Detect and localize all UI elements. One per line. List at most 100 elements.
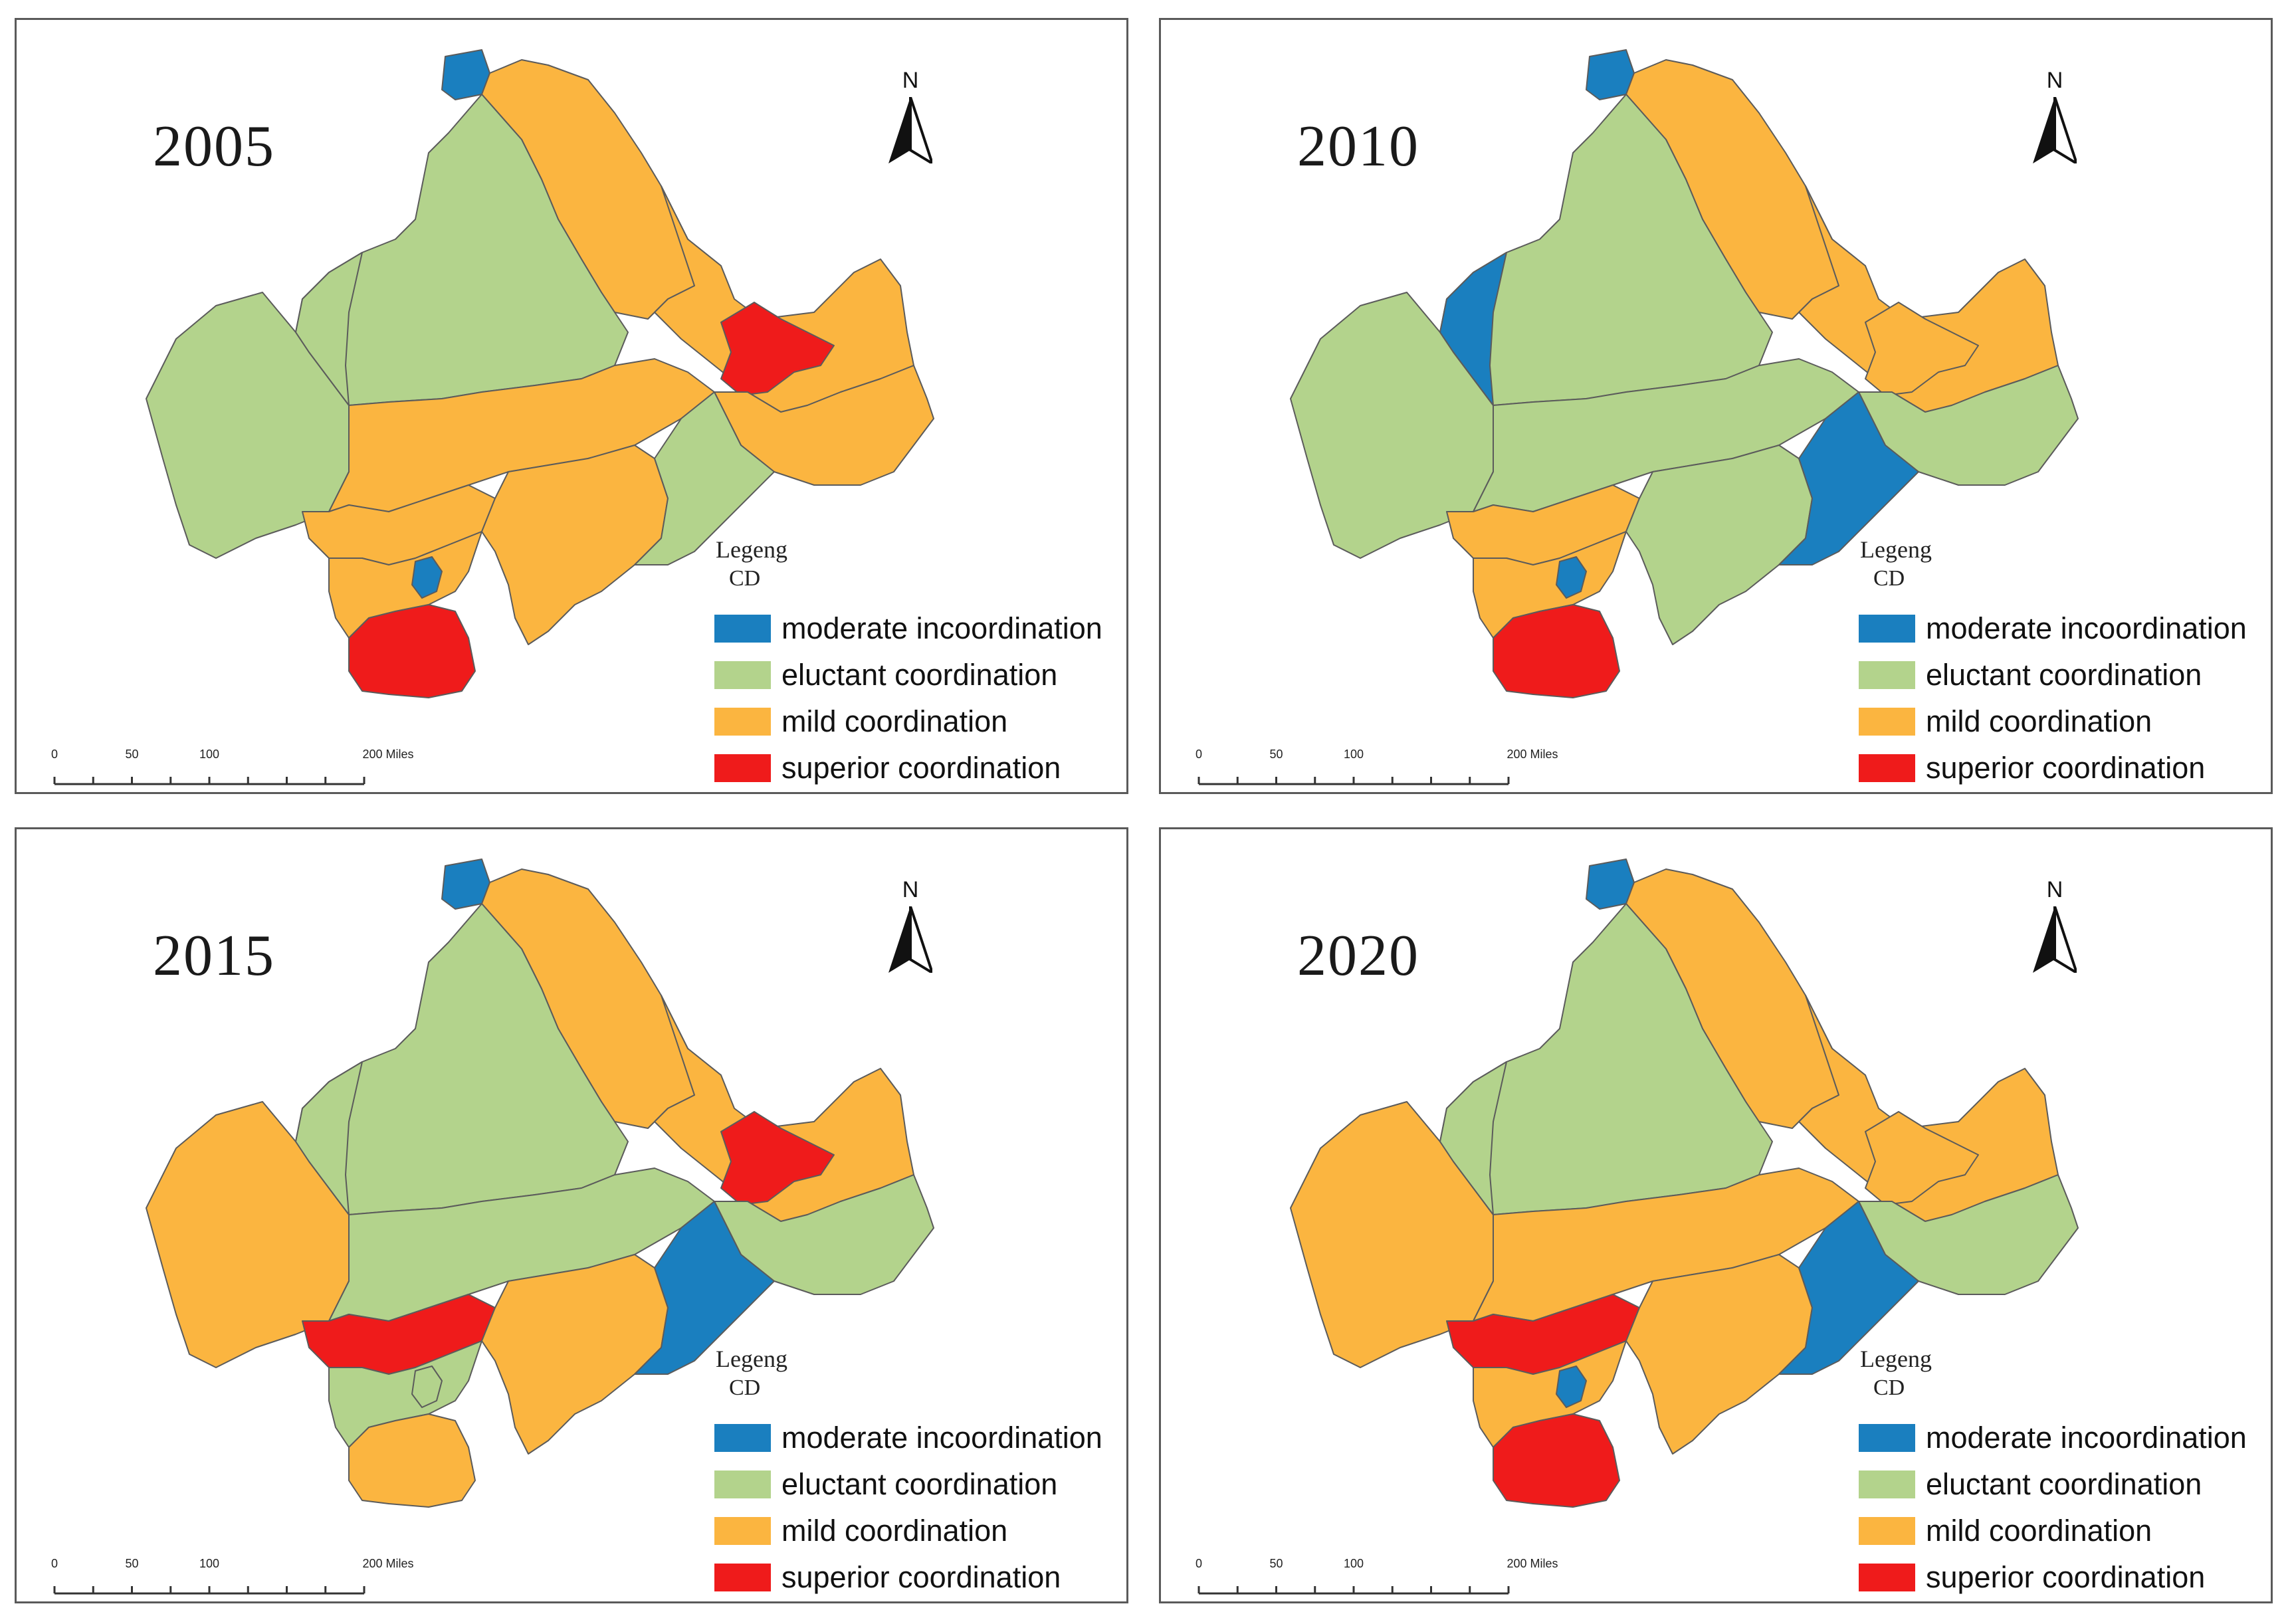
- legend-item-superior-coordination: superior coordination: [714, 745, 1126, 791]
- scale-bar-line: [53, 777, 365, 785]
- scale-label: 200 Miles: [362, 748, 414, 761]
- legend-item-mild-coordination: mild coordination: [714, 698, 1126, 745]
- north-label: N: [2046, 68, 2063, 93]
- legend-label: eluctant coordination: [1926, 658, 2202, 692]
- region-south-neck: [328, 531, 482, 639]
- legend: Legeng CD moderate incoordination eluctan…: [714, 1344, 1126, 1601]
- region-south-tip: [348, 1413, 476, 1508]
- legend-item-eluctant-coordination: eluctant coordination: [714, 1461, 1126, 1508]
- north-arrow: N: [2018, 877, 2091, 990]
- region-south-tip: [1493, 604, 1620, 698]
- scale-bar-line: [53, 1586, 365, 1595]
- region-south-lake: [1556, 1366, 1587, 1408]
- region-south-lake: [1556, 556, 1587, 599]
- region-south-center: [1625, 1254, 1813, 1455]
- panel-year: 2020: [1297, 924, 1419, 988]
- legend: Legeng CD moderate incoordination eluctan…: [714, 535, 1126, 791]
- scale-bar: 0 50 100 200 Miles: [1181, 748, 1558, 792]
- legend-item-moderate-incoordination: moderate incoordination: [714, 605, 1126, 652]
- legend-item-eluctant-coordination: eluctant coordination: [714, 652, 1126, 698]
- legend-swatch: [714, 1517, 771, 1545]
- map-panel-2015: 2015 N Legeng CD moderate incoordination…: [15, 827, 1128, 1603]
- legend-swatch: [714, 1564, 771, 1591]
- scale-label: 100: [199, 1557, 220, 1570]
- scale-label: 100: [1343, 1557, 1364, 1570]
- region-map: [1290, 859, 2079, 1508]
- legend-item-superior-coordination: superior coordination: [1859, 1554, 2271, 1601]
- scale-label: 100: [199, 748, 220, 761]
- north-label: N: [902, 68, 919, 93]
- legend-item-mild-coordination: mild coordination: [714, 1508, 1126, 1554]
- region-south-tip: [348, 604, 476, 698]
- region-northeast-city: [720, 302, 835, 396]
- region-south-east: [634, 1201, 775, 1375]
- region-northwest-strip: [295, 252, 363, 406]
- legend-swatch: [714, 1471, 771, 1498]
- legend-item-mild-coordination: mild coordination: [1859, 1508, 2271, 1554]
- scale-label: 0: [51, 748, 58, 761]
- region-south-neck: [1473, 531, 1627, 639]
- north-arrow-icon: [888, 97, 932, 163]
- region-south-neck: [328, 1340, 482, 1448]
- legend-item-moderate-incoordination: moderate incoordination: [1859, 605, 2271, 652]
- region-south-neck: [1473, 1340, 1627, 1448]
- region-northeast-city: [1865, 1111, 1979, 1205]
- legend: Legeng CD moderate incoordination eluctan…: [1859, 1344, 2271, 1601]
- scale-bar: 0 50 100 200 Miles: [37, 748, 414, 792]
- scale-label: 0: [1195, 1557, 1203, 1570]
- legend-label: moderate incoordination: [1926, 1421, 2247, 1455]
- legend-subtitle: CD: [729, 566, 761, 591]
- region-east: [714, 1174, 934, 1295]
- map-panel-2005: 2005 N Legeng CD moderate incoordination…: [15, 18, 1128, 794]
- region-south-lake: [411, 556, 443, 599]
- legend-item-moderate-incoordination: moderate incoordination: [1859, 1415, 2271, 1461]
- north-arrow: N: [2018, 68, 2091, 181]
- scale-label: 0: [1195, 748, 1203, 761]
- legend-title: Legeng: [716, 536, 787, 563]
- legend-label: mild coordination: [1926, 704, 2152, 738]
- legend-label: superior coordination: [1926, 1560, 2206, 1594]
- map-panel-2020: 2020 N Legeng CD moderate incoordination…: [1159, 827, 2273, 1603]
- region-northeast-city: [720, 1111, 835, 1205]
- legend-swatch: [714, 661, 771, 689]
- scale-bar-line: [1197, 777, 1510, 785]
- region-south-tip: [1493, 1413, 1620, 1508]
- region-south-east: [634, 391, 775, 565]
- legend-swatch: [1859, 708, 1915, 736]
- panel-year: 2010: [1297, 114, 1419, 179]
- legend-swatch: [714, 615, 771, 643]
- scale-label: 200 Miles: [1507, 748, 1558, 761]
- north-arrow-icon: [2033, 97, 2077, 163]
- legend-label: mild coordination: [1926, 1514, 2152, 1548]
- north-label: N: [2046, 877, 2063, 902]
- legend-label: moderate incoordination: [1926, 611, 2247, 645]
- legend-label: superior coordination: [781, 751, 1061, 785]
- region-northwest-strip: [1439, 1061, 1507, 1215]
- panel-year: 2015: [153, 924, 275, 988]
- legend: Legeng CD moderate incoordination eluctan…: [1859, 535, 2271, 791]
- scale-label: 50: [1269, 1557, 1283, 1570]
- region-south-east: [1778, 1201, 1919, 1375]
- region-northwest-strip: [1439, 252, 1507, 406]
- north-arrow-icon: [888, 906, 932, 973]
- legend-label: eluctant coordination: [781, 658, 1058, 692]
- legend-item-eluctant-coordination: eluctant coordination: [1859, 1461, 2271, 1508]
- legend-swatch: [1859, 754, 1915, 782]
- region-map: [146, 859, 934, 1508]
- legend-item-mild-coordination: mild coordination: [1859, 698, 2271, 745]
- region-east: [1858, 365, 2079, 486]
- legend-label: moderate incoordination: [781, 611, 1102, 645]
- region-south-center: [1625, 445, 1813, 645]
- legend-swatch: [1859, 1564, 1915, 1591]
- legend-label: superior coordination: [1926, 751, 2206, 785]
- region-east: [714, 365, 934, 486]
- legend-swatch: [714, 754, 771, 782]
- legend-item-eluctant-coordination: eluctant coordination: [1859, 652, 2271, 698]
- legend-title: Legeng: [716, 1346, 787, 1372]
- scale-bar-line: [1197, 1586, 1510, 1595]
- legend-subtitle: CD: [1873, 566, 1905, 591]
- legend-item-superior-coordination: superior coordination: [1859, 745, 2271, 791]
- legend-label: moderate incoordination: [781, 1421, 1102, 1455]
- region-east: [1858, 1174, 2079, 1295]
- region-map: [1290, 49, 2079, 698]
